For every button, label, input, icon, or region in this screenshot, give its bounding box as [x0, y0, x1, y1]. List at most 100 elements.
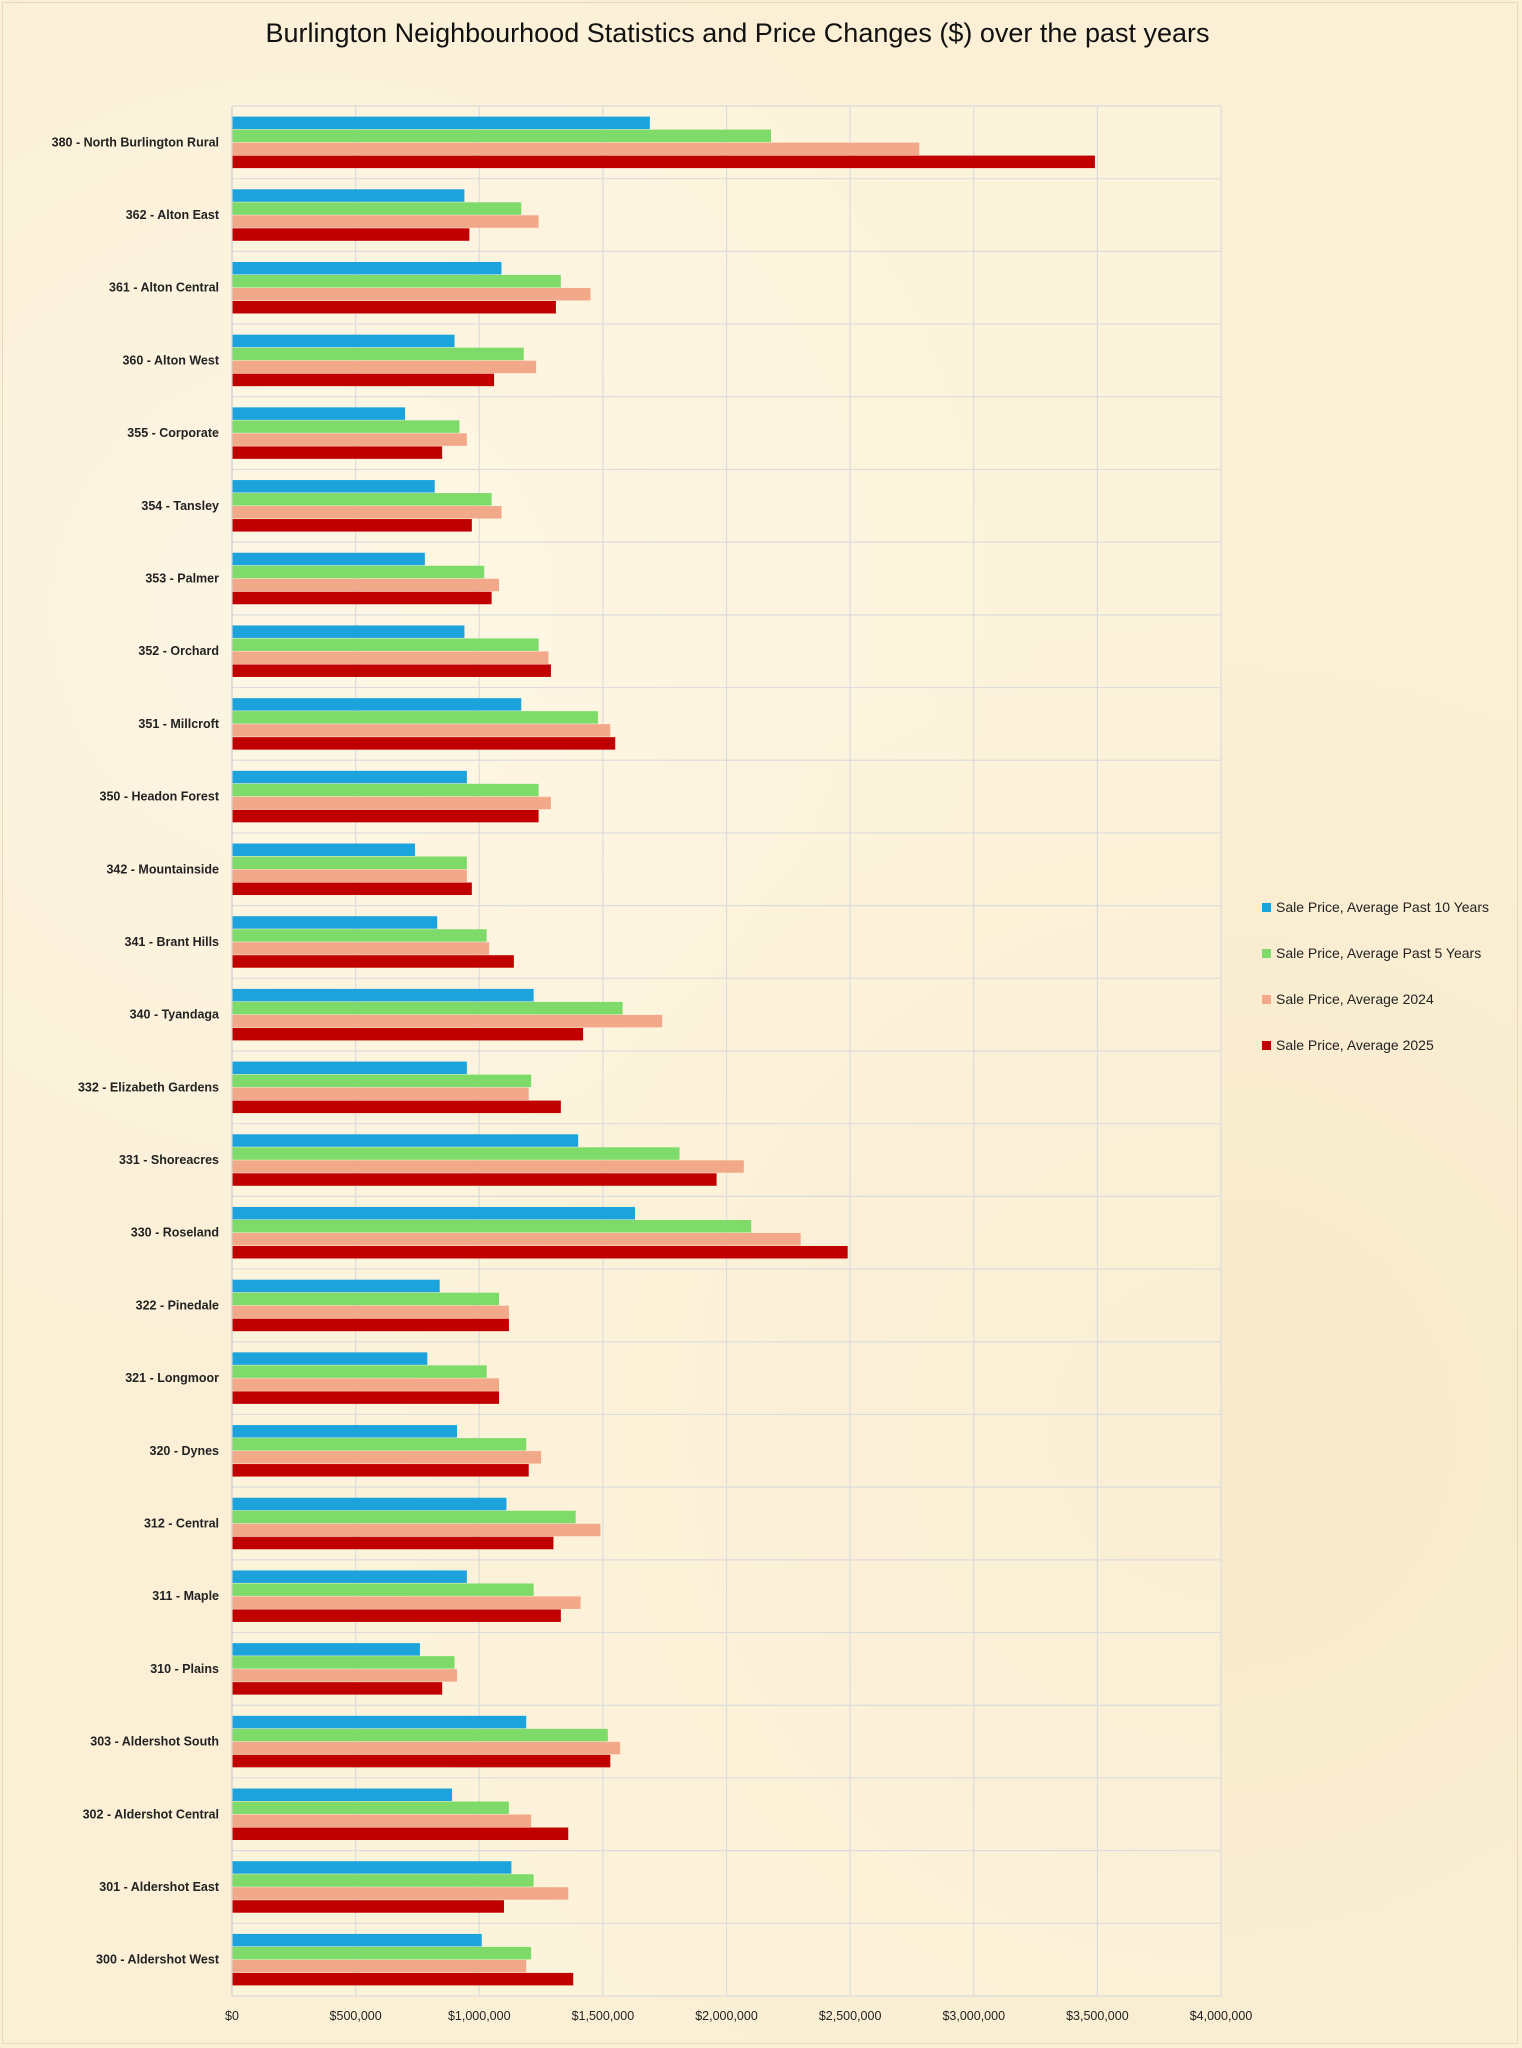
bar: [232, 869, 467, 883]
bar: [232, 929, 487, 942]
bar: [232, 1425, 457, 1438]
category-label: 310 - Plains: [150, 1662, 219, 1676]
bar: [232, 1365, 487, 1378]
bar: [232, 1583, 534, 1596]
bar: [232, 228, 470, 241]
category-label: 332 - Elizabeth Gardens: [78, 1080, 219, 1094]
category-label: 302 - Aldershot Central: [83, 1807, 219, 1821]
bar: [232, 1378, 500, 1391]
category-label: 351 - Millcroft: [138, 717, 219, 731]
bar: [232, 1173, 717, 1186]
bar: [232, 1887, 569, 1900]
x-tick-label: $2,000,000: [695, 2009, 758, 2023]
bar: [232, 565, 485, 579]
bar: [232, 955, 514, 968]
bar: [232, 1292, 500, 1306]
chart-title: Burlington Neighbourhood Statistics and …: [265, 18, 1210, 48]
bar: [232, 1741, 621, 1755]
category-label: 380 - North Burlington Rural: [52, 135, 219, 149]
bar: [232, 1972, 574, 1986]
category-label: 331 - Shoreacres: [119, 1153, 219, 1167]
bar: [232, 1027, 584, 1041]
legend: Sale Price, Average Past 10 Years Sale P…: [1262, 884, 1489, 1068]
bar: [232, 334, 455, 348]
bar: [232, 1814, 532, 1828]
bar: [232, 1087, 529, 1101]
bar: [232, 215, 539, 228]
bar: [232, 1219, 752, 1233]
x-tick-label: $1,000,000: [448, 2009, 511, 2023]
bar: [232, 1279, 440, 1293]
bar: [232, 1074, 532, 1088]
bar: [232, 420, 460, 433]
category-label: 312 - Central: [144, 1517, 219, 1531]
bar: [232, 809, 539, 823]
bar: [232, 1536, 554, 1550]
bar: [232, 578, 500, 592]
bar: [232, 1318, 509, 1332]
bar: [232, 856, 467, 870]
bar: [232, 1728, 608, 1742]
bar: [232, 1570, 467, 1583]
bar: [232, 1305, 509, 1319]
category-label: 342 - Mountainside: [106, 862, 219, 876]
bar: [232, 202, 522, 215]
bar: [232, 1510, 576, 1524]
category-label: 350 - Headon Forest: [100, 790, 220, 804]
category-label: 320 - Dynes: [150, 1444, 220, 1458]
legend-item-2024: Sale Price, Average 2024: [1262, 976, 1489, 1022]
bar: [232, 1160, 744, 1173]
bar: [232, 1497, 507, 1511]
x-tick-label: $0: [225, 2009, 239, 2023]
bar: [232, 446, 443, 459]
bar: [232, 552, 425, 566]
bar: [232, 638, 539, 651]
bar: [232, 300, 556, 314]
bar: [232, 1715, 527, 1729]
bar: [232, 843, 415, 857]
bar: [232, 988, 534, 1002]
category-label: 341 - Brant Hills: [125, 935, 220, 949]
bar: [232, 724, 611, 737]
bar: [232, 698, 522, 711]
bar: [232, 770, 467, 784]
category-label: 352 - Orchard: [138, 644, 219, 658]
x-tick-label: $3,500,000: [1066, 2009, 1129, 2023]
bar: [232, 493, 492, 506]
x-tick-label: $4,000,000: [1190, 2009, 1253, 2023]
bar: [232, 433, 467, 446]
x-tick-label: $1,500,000: [572, 2009, 635, 2023]
bar: [232, 1352, 428, 1365]
bar: [232, 625, 465, 638]
legend-item-2025: Sale Price, Average 2025: [1262, 1022, 1489, 1068]
bar: [232, 1827, 569, 1841]
category-label: 301 - Aldershot East: [99, 1880, 220, 1894]
legend-label: Sale Price, Average 2024: [1276, 991, 1434, 1007]
category-label: 300 - Aldershot West: [96, 1953, 220, 1967]
bar: [232, 711, 598, 724]
legend-swatch: [1262, 1040, 1271, 1050]
bar: [232, 1596, 581, 1609]
bar: [232, 1656, 455, 1669]
bar: [232, 1946, 532, 1960]
category-label: 322 - Pinedale: [136, 1298, 219, 1312]
bar: [232, 1643, 420, 1656]
bar: [232, 274, 561, 288]
bar: [232, 1245, 848, 1259]
bar: [232, 1801, 509, 1815]
bar: [232, 1874, 534, 1887]
legend-label: Sale Price, Average Past 10 Years: [1276, 899, 1489, 915]
category-label: 361 - Alton Central: [109, 281, 219, 295]
category-label: 340 - Tyandaga: [130, 1008, 220, 1022]
bar: [232, 1959, 527, 1973]
legend-swatch: [1262, 994, 1271, 1004]
bar: [232, 916, 438, 929]
legend-swatch: [1262, 948, 1271, 958]
x-tick-label: $500,000: [330, 2009, 382, 2023]
bar: [232, 796, 551, 810]
bar: [232, 1232, 801, 1246]
bar: [232, 591, 492, 605]
category-label: 354 - Tansley: [141, 499, 219, 513]
category-label: 330 - Roseland: [131, 1226, 219, 1240]
